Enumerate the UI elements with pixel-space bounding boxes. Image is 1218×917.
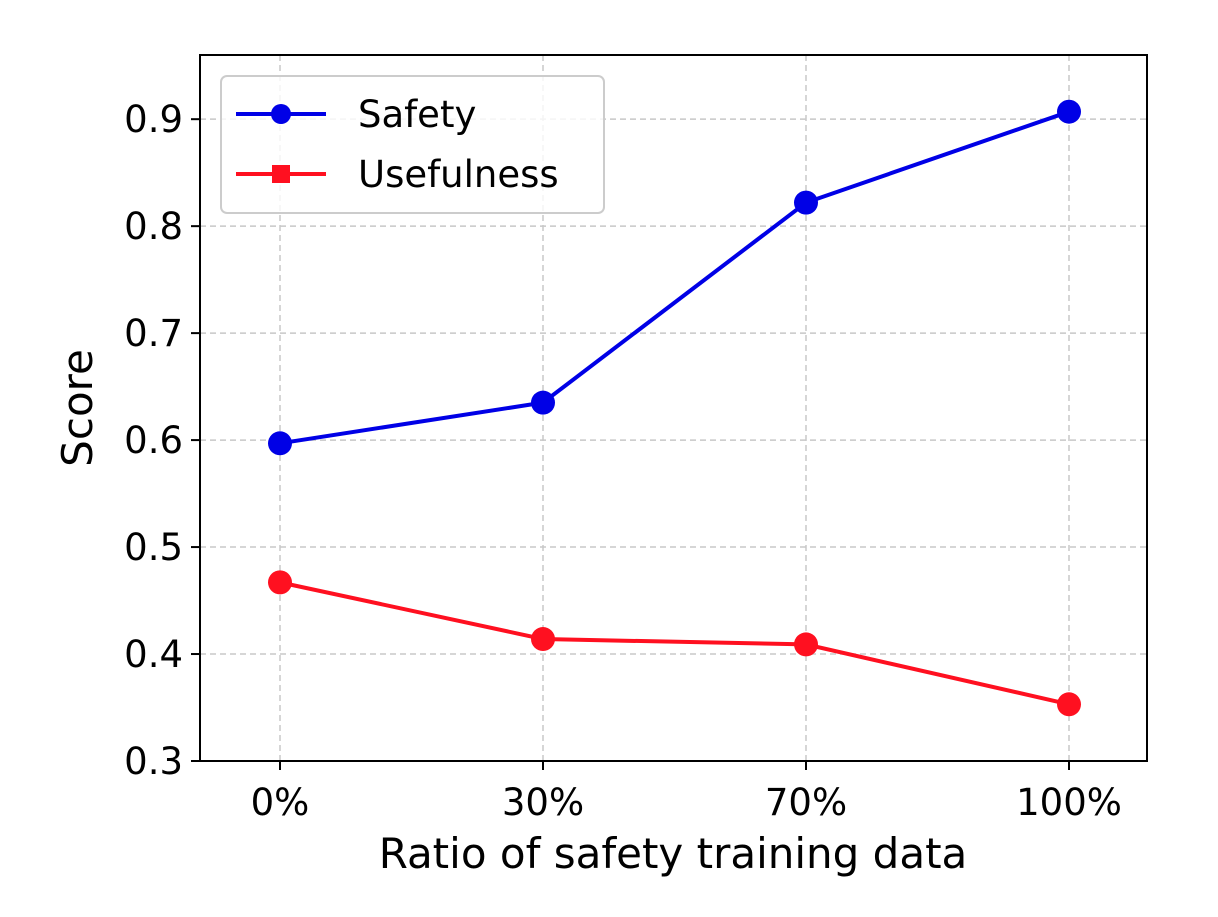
safety-point xyxy=(531,390,555,415)
legend-box xyxy=(220,75,605,214)
y-tick-label: 0.3 xyxy=(124,740,183,783)
y-tick-label: 0.9 xyxy=(124,98,183,141)
usefulness-point xyxy=(1057,692,1081,717)
axis-ticks: 0% 30% 70% 100% 0.3 0.4 0.5 0.6 0.7 0.8 0.9 xyxy=(124,98,1122,824)
usefulness-point xyxy=(531,627,555,652)
series-layer xyxy=(268,99,1081,717)
usefulness-legend-label: Usefulness xyxy=(358,153,559,196)
usefulness-legend-marker xyxy=(272,165,290,183)
x-axis-title: Ratio of safety training data xyxy=(379,829,968,878)
y-tick-label: 0.5 xyxy=(124,526,183,569)
safety-legend-label: Safety xyxy=(358,93,476,136)
usefulness-point xyxy=(268,570,292,595)
y-tick-label: 0.6 xyxy=(124,419,183,462)
usefulness-line xyxy=(279,580,1070,707)
y-tick-label: 0.4 xyxy=(124,633,183,676)
safety-point xyxy=(794,190,818,215)
usefulness-point xyxy=(794,632,818,657)
x-tick-label: 100% xyxy=(1016,781,1122,824)
safety-point xyxy=(1057,99,1081,124)
safety-line xyxy=(279,109,1070,446)
plot-frame xyxy=(199,54,1148,762)
y-tick-label: 0.8 xyxy=(124,205,183,248)
safety-point xyxy=(268,431,292,456)
legend: Safety Usefulness xyxy=(220,75,605,214)
y-axis-title: Score xyxy=(53,349,102,467)
x-tick-label: 70% xyxy=(765,781,847,824)
safety-legend-marker xyxy=(271,104,291,124)
x-tick-label: 0% xyxy=(251,781,310,824)
x-tick-label: 30% xyxy=(502,781,584,824)
y-tick-label: 0.7 xyxy=(124,312,183,355)
